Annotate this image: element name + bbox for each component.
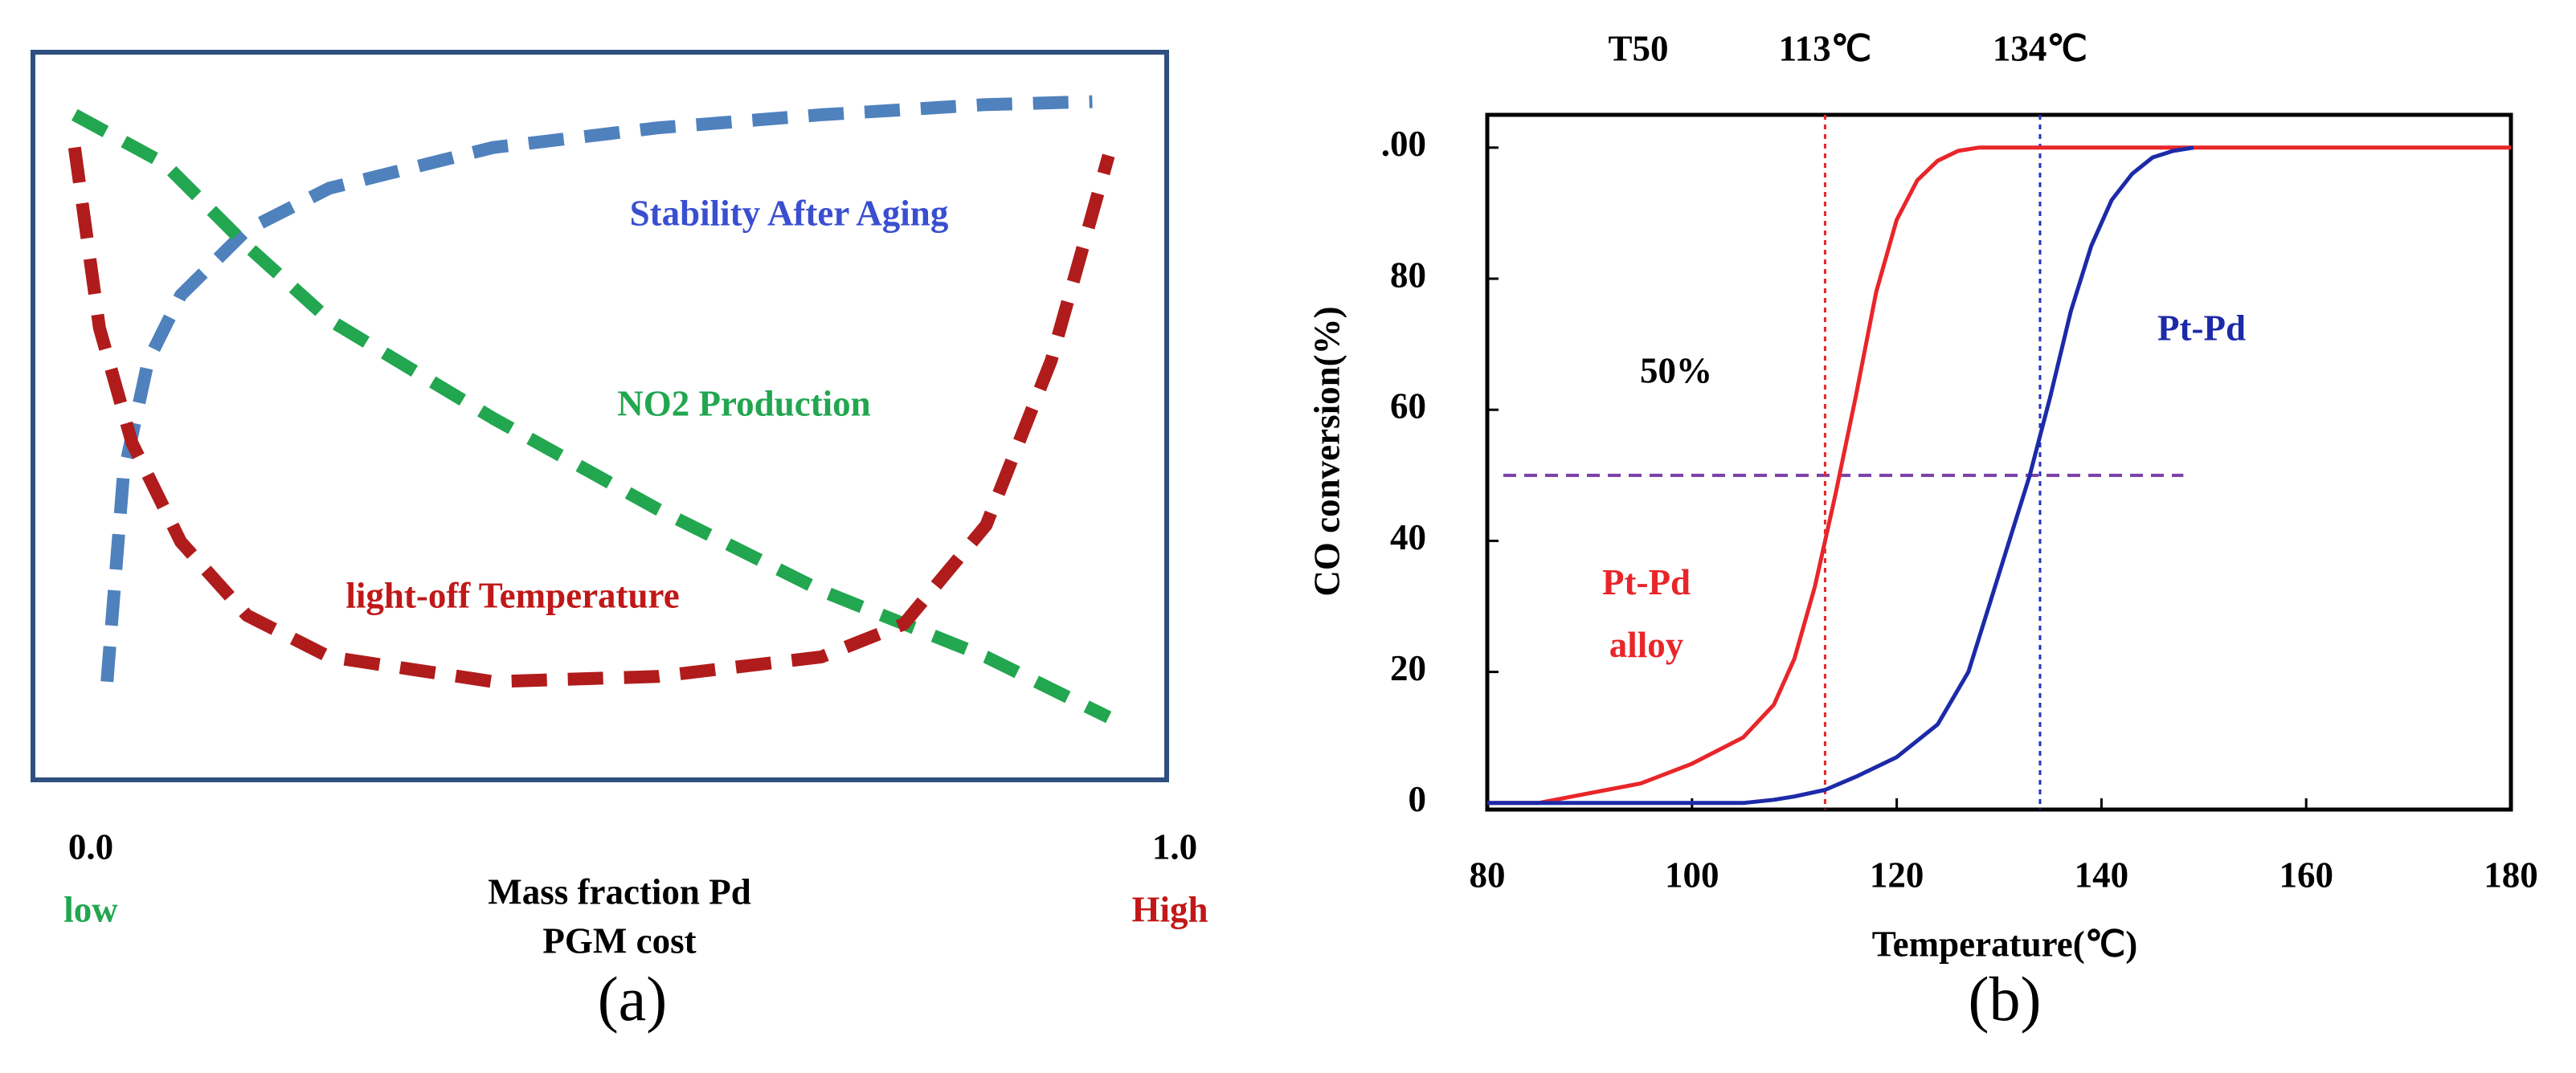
x-tick-label: 80 [1470,855,1506,895]
t50-label: T50 [1608,28,1668,68]
vline-label: 113℃ [1779,28,1872,68]
series-line [1487,145,2194,806]
series-label: Pt-Pd alloy [1602,562,1691,665]
x-tick-label: 120 [1870,855,1924,895]
y-tick-label: 20 [1390,648,1426,688]
caption: (b) [1969,964,2042,1034]
x-axis-label: Temperature(℃) [1872,924,2137,964]
low-label: low [63,889,118,929]
x-tick-label: 180 [2484,855,2538,895]
vline-label: 134℃ [1993,28,2087,68]
series-line [1487,145,2511,806]
series-label: Stability After Aging [630,193,949,233]
y-tick-label: 80 [1390,255,1426,295]
x-tick-label: 160 [2279,855,2333,895]
y-tick-label: .00 [1381,124,1426,164]
series-label: Pt-Pd [2157,308,2246,348]
series-label: NO2 Production [617,383,870,423]
plot-frame [1485,112,2513,812]
series-line [67,146,1115,688]
x-axis-label: PGM cost [542,920,696,961]
x-axis-label: Mass fraction Pd [488,871,750,912]
series-line [100,95,1093,683]
y-tick-label: 60 [1390,386,1426,426]
y-tick-label: 0 [1409,779,1427,819]
series-label: light-off Temperature [346,575,679,615]
high-label: High [1131,889,1208,929]
panel-frame [31,50,1169,782]
x-tick-label: 1.0 [1152,826,1197,867]
caption: (a) [598,964,668,1034]
series-line [71,108,1112,724]
x-tick-label: 0.0 [68,826,113,867]
hline-label: 50% [1640,350,1712,390]
y-axis-label: CO conversion(%) [1306,306,1347,596]
y-tick-label: 40 [1390,517,1426,557]
x-tick-label: 100 [1665,855,1719,895]
x-tick-label: 140 [2075,855,2129,895]
